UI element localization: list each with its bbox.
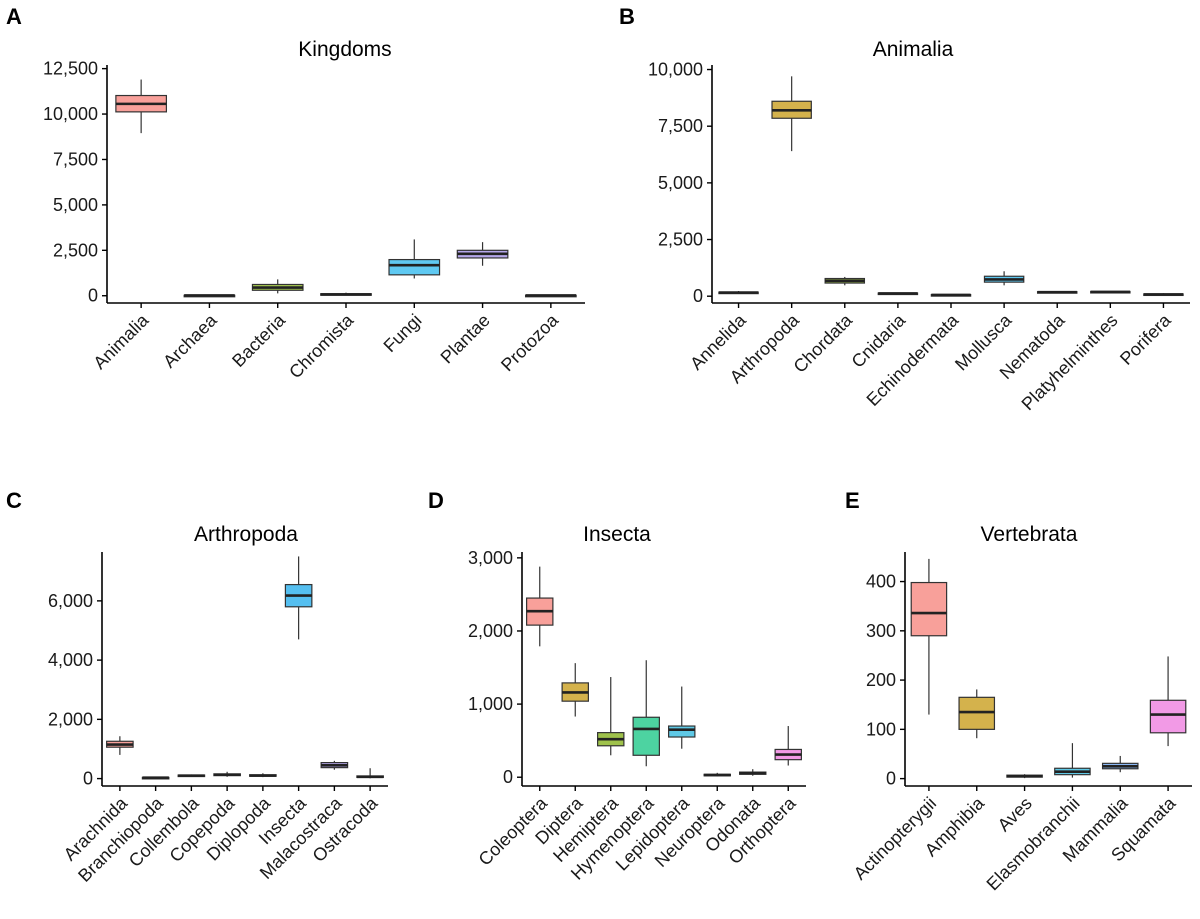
- y-tick-label: 0: [886, 769, 896, 789]
- y-tick-label: 0: [503, 767, 513, 787]
- y-tick-label: 6,000: [48, 591, 93, 611]
- box-fungi: [388, 239, 441, 279]
- box-squamata: [1149, 656, 1187, 747]
- y-tick-label: 0: [693, 286, 703, 306]
- x-category-label: Archaea: [159, 309, 221, 371]
- box-plantae: [456, 242, 509, 266]
- x-category-label: Platyhelminthes: [1018, 310, 1122, 414]
- y-tick-label: 3,000: [468, 548, 513, 568]
- box-neuroptera: [703, 772, 731, 777]
- y-tick-label: 5,000: [53, 195, 98, 215]
- panel-b: BAnimalia02,5005,0007,50010,000AnnelidaA…: [619, 4, 1190, 414]
- box-branchiopoda: [141, 776, 170, 780]
- x-category-label: Porifera: [1116, 309, 1175, 368]
- box-hemiptera: [597, 677, 625, 756]
- box-arachnida: [106, 736, 134, 755]
- x-category-label: Actinopterygii: [850, 793, 941, 884]
- box-aves: [1006, 774, 1043, 779]
- y-tick-label: 7,500: [658, 116, 703, 136]
- box-iqr: [632, 716, 660, 756]
- x-category-label: Animalia: [89, 309, 153, 373]
- panel-e: EVertebrata0100200300400ActinopterygiiAm…: [845, 488, 1192, 894]
- box-archaea: [183, 294, 236, 298]
- box-cnidaria: [877, 292, 919, 296]
- y-tick-label: 2,500: [53, 240, 98, 260]
- y-tick-label: 0: [88, 286, 98, 306]
- box-iqr: [1149, 699, 1187, 734]
- x-category-label: Fungi: [380, 310, 426, 356]
- box-chordata: [824, 276, 866, 286]
- x-category-label: Plantae: [437, 310, 494, 367]
- y-tick-label: 12,500: [43, 59, 98, 79]
- panel-d: DInsecta01,0002,0003,000ColeopteraDipter…: [428, 488, 806, 884]
- box-copepoda: [213, 771, 241, 777]
- box-protozoa: [524, 294, 577, 298]
- x-category-label: Bacteria: [228, 309, 290, 371]
- x-category-label: Chordata: [790, 309, 857, 376]
- panel-title: Arthropoda: [194, 523, 298, 546]
- y-tick-label: 0: [83, 769, 93, 789]
- panel-a: A Kingdoms 0 2,500 5,000 7,500 10,000 12,500 Ani…: [6, 4, 585, 382]
- y-tick-label: 7,500: [53, 149, 98, 169]
- box-iqr: [668, 725, 696, 738]
- box-annelida: [718, 290, 759, 295]
- box-hymenoptera: [632, 660, 660, 767]
- x-category-label: Aves: [994, 793, 1036, 835]
- box-diptera: [561, 663, 589, 717]
- box-elasmobranchii: [1054, 743, 1091, 778]
- y-tick-label: 2,000: [48, 709, 93, 729]
- y-tick-label: 300: [866, 621, 896, 641]
- panel-title: Insecta: [583, 523, 651, 546]
- panel-letter: B: [619, 4, 635, 29]
- box-arthropoda: [771, 76, 812, 152]
- y-tick-label: 2,500: [658, 230, 703, 250]
- panel-letter: C: [6, 488, 22, 513]
- panel-letter: A: [6, 4, 22, 29]
- box-odonata: [739, 769, 767, 776]
- panel-letter: E: [845, 488, 860, 513]
- box-actinopterygii: [910, 558, 948, 715]
- y-tick-label: 10,000: [648, 60, 703, 80]
- x-category-label: Chromista: [285, 309, 358, 382]
- box-diplopoda: [249, 773, 277, 778]
- y-tick-label: 400: [866, 572, 896, 592]
- y-tick-label: 10,000: [43, 104, 98, 124]
- y-tick-label: 1,000: [468, 694, 513, 714]
- box-collembola: [177, 774, 206, 778]
- panel-title: Animalia: [873, 38, 954, 61]
- y-tick-label: 200: [866, 670, 896, 690]
- box-ostracoda: [356, 768, 384, 779]
- panel-title: Vertebrata: [981, 523, 1078, 546]
- box-porifera: [1143, 293, 1184, 297]
- panel-letter: D: [428, 488, 444, 513]
- box-platyhelminthes: [1090, 290, 1131, 294]
- box-malacostraca: [320, 760, 349, 770]
- box-mammalia: [1101, 755, 1139, 773]
- x-category-label: Protozoa: [497, 309, 563, 375]
- box-insecta: [284, 556, 313, 640]
- y-tick-label: 5,000: [658, 173, 703, 193]
- box-animalia: [115, 79, 168, 134]
- box-echinodermata: [930, 293, 972, 297]
- box-lepidoptera: [668, 686, 696, 749]
- box-coleoptera: [526, 566, 554, 647]
- y-tick-label: 4,000: [48, 650, 93, 670]
- box-amphibia: [958, 689, 996, 739]
- box-mollusca: [983, 271, 1025, 286]
- box-bacteria: [251, 279, 304, 294]
- y-tick-label: 2,000: [468, 621, 513, 641]
- box-orthoptera: [774, 726, 802, 766]
- box-nematoda: [1036, 290, 1078, 294]
- box-iqr: [388, 258, 441, 276]
- box-iqr: [910, 581, 948, 637]
- box-chromista: [320, 292, 372, 296]
- y-tick-label: 100: [866, 719, 896, 739]
- panel-c: CArthropoda02,0004,0006,000ArachnidaBran…: [6, 488, 388, 886]
- x-category-label: Echinodermata: [863, 309, 963, 409]
- panel-title: Kingdoms: [298, 38, 391, 61]
